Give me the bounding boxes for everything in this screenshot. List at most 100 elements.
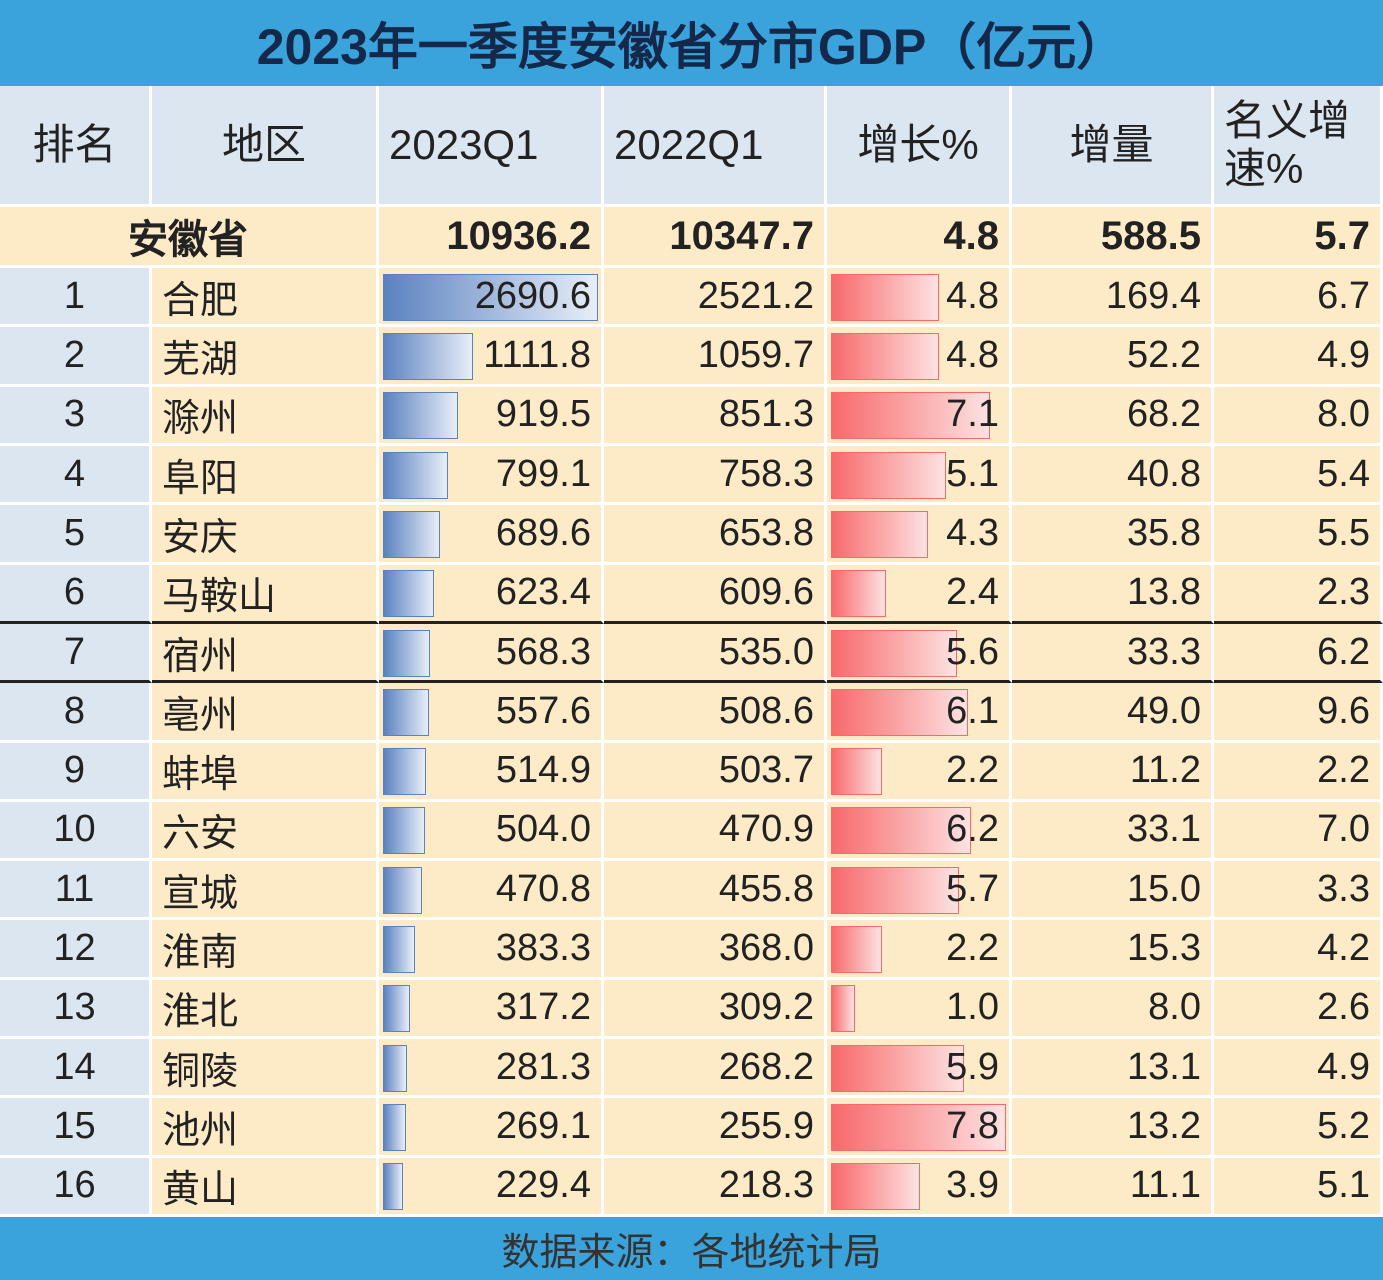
table-cell: 16 — [0, 1157, 152, 1217]
cell-text: 1.0 — [946, 986, 999, 1029]
cell-text: 8.0 — [1317, 393, 1370, 436]
cell-text: 2.2 — [1317, 749, 1370, 792]
cell-text: 5 — [63, 511, 86, 554]
cell-text: 3.9 — [946, 1164, 999, 1207]
cell-text: 12 — [53, 927, 96, 970]
gdp-data-bar — [383, 748, 426, 796]
cell-text: 4.9 — [1317, 333, 1370, 376]
header-text: 增长% — [857, 121, 979, 168]
cell-text: 1111.8 — [483, 333, 591, 376]
table-cell: 14 — [0, 1039, 152, 1099]
table-cell: 508.6 — [604, 683, 827, 743]
table-cell: 470.8 — [379, 861, 604, 921]
table-cell: 4.8 — [827, 268, 1012, 328]
table-cell: 2.4 — [827, 564, 1012, 624]
header-cell: 地区 — [152, 86, 379, 207]
table-cell: 3 — [0, 386, 152, 446]
total-text: 10936.2 — [446, 213, 591, 258]
cell-text: 2521.2 — [697, 274, 814, 317]
table-cell: 7.8 — [827, 1098, 1012, 1158]
table-cell: 8.0 — [1214, 386, 1383, 446]
table-cell: 7.0 — [1214, 801, 1383, 862]
table-cell: 1111.8 — [379, 327, 604, 387]
source: 数据来源：各地统计局 — [501, 1232, 882, 1274]
cell-text: 8.0 — [1148, 986, 1201, 1029]
table-cell: 68.2 — [1012, 386, 1214, 446]
growth-data-bar — [831, 629, 958, 677]
total-text: 10347.7 — [669, 213, 814, 258]
table-cell: 亳州 — [152, 683, 379, 743]
table-cell: 5.1 — [827, 445, 1012, 506]
gdp-data-bar — [383, 332, 473, 380]
table-cell: 3.9 — [827, 1157, 1012, 1217]
cell-text: 851.3 — [718, 393, 814, 436]
table-cell: 淮南 — [152, 920, 379, 980]
total-text: 588.5 — [1100, 213, 1201, 258]
table-cell: 13.8 — [1012, 564, 1214, 624]
cell-text: 2 — [63, 333, 86, 376]
cell-text: 40.8 — [1127, 452, 1201, 495]
cell-text: 568.3 — [495, 630, 591, 673]
region: 宣城 — [162, 872, 239, 915]
table-cell: 4 — [0, 445, 152, 506]
table-cell: 黄山 — [152, 1157, 379, 1217]
cell-text: 6.2 — [946, 808, 999, 851]
cell-text: 5.1 — [946, 452, 999, 495]
cell-text: 503.7 — [718, 749, 814, 792]
cell-text: 689.6 — [495, 511, 591, 554]
table-cell: 851.3 — [604, 386, 827, 446]
header-cell: 2023Q1 — [379, 86, 604, 207]
cell-text: 4.9 — [1317, 1045, 1370, 1088]
table-cell: 503.7 — [604, 742, 827, 802]
cell-text: 919.5 — [495, 393, 591, 436]
table-cell: 11.2 — [1012, 742, 1214, 802]
cell-text: 455.8 — [718, 867, 814, 910]
cell-text: 5.1 — [1317, 1164, 1370, 1207]
table-cell: 1.0 — [827, 979, 1012, 1040]
cell-text: 11.2 — [1129, 749, 1201, 792]
growth-data-bar — [831, 807, 971, 855]
cell-text: 7 — [63, 630, 86, 673]
table-cell: 11.1 — [1012, 1157, 1214, 1217]
total-text: 5.7 — [1314, 213, 1370, 258]
region: 蚌埠 — [162, 754, 239, 797]
table-cell: 799.1 — [379, 445, 604, 506]
region: 芜湖 — [162, 338, 239, 381]
region: 铜陵 — [162, 1050, 239, 1093]
growth-data-bar — [831, 748, 882, 796]
cell-text: 11 — [54, 867, 95, 910]
total-cell: 10347.7 — [604, 207, 827, 268]
table-cell: 铜陵 — [152, 1039, 379, 1099]
cell-text: 11.1 — [1129, 1164, 1201, 1207]
table-cell: 2.2 — [827, 742, 1012, 802]
table-cell: 653.8 — [604, 505, 827, 565]
table-cell: 13.1 — [1012, 1039, 1214, 1099]
cell-text: 16 — [53, 1164, 96, 1207]
cell-text: 8 — [63, 689, 86, 732]
growth-data-bar — [831, 273, 940, 321]
table-cell: 4.9 — [1214, 1039, 1383, 1099]
cell-text: 514.9 — [495, 749, 591, 792]
table-cell: 6.2 — [827, 801, 1012, 862]
table-cell: 33.3 — [1012, 623, 1214, 684]
table-cell: 623.4 — [379, 564, 604, 624]
table-cell: 4.8 — [827, 327, 1012, 387]
table-cell: 6.2 — [1214, 623, 1383, 684]
cell-text: 1059.7 — [697, 333, 814, 376]
table-cell: 40.8 — [1012, 445, 1214, 506]
table-cell: 4.3 — [827, 505, 1012, 565]
gdp-data-bar — [383, 510, 440, 558]
table-cell: 滁州 — [152, 386, 379, 446]
table-cell: 5.5 — [1214, 505, 1383, 565]
growth-data-bar — [831, 392, 991, 440]
cell-text: 13.2 — [1127, 1105, 1201, 1148]
table-cell: 557.6 — [379, 683, 604, 743]
cell-text: 281.3 — [495, 1045, 591, 1088]
growth-data-bar — [831, 1163, 920, 1211]
table-cell: 2.6 — [1214, 979, 1383, 1040]
growth-data-bar — [831, 688, 969, 736]
cell-text: 5.7 — [946, 867, 999, 910]
cell-text: 6 — [63, 571, 86, 614]
cell-text: 4.8 — [946, 274, 999, 317]
cell-text: 609.6 — [718, 571, 814, 614]
